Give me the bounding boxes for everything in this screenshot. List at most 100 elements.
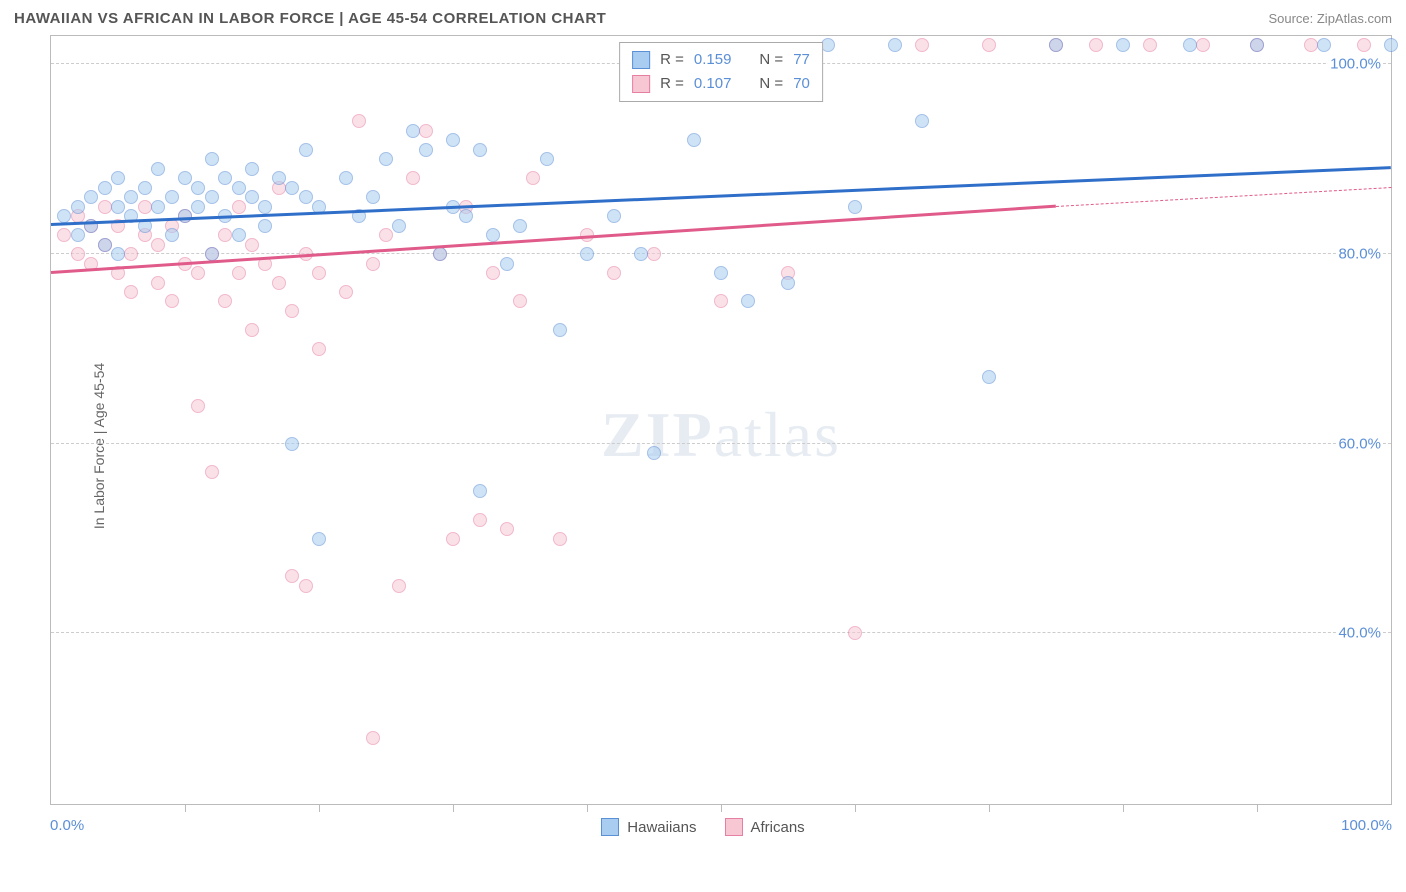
stats-legend: R = 0.159 N = 77 R = 0.107 N = 70 (619, 42, 823, 102)
x-tick (319, 804, 320, 812)
trend-line (1056, 187, 1391, 207)
data-point (982, 370, 996, 384)
data-point (339, 285, 353, 299)
data-point (888, 38, 902, 52)
data-point (366, 257, 380, 271)
data-point (191, 181, 205, 195)
data-point (915, 114, 929, 128)
y-tick-label: 80.0% (1336, 246, 1383, 263)
data-point (312, 532, 326, 546)
data-point (178, 171, 192, 185)
data-point (111, 200, 125, 214)
data-point (138, 200, 152, 214)
data-point (781, 276, 795, 290)
x-tick (1123, 804, 1124, 812)
data-point (57, 209, 71, 223)
data-point (553, 532, 567, 546)
data-point (848, 200, 862, 214)
data-point (111, 171, 125, 185)
x-tick (185, 804, 186, 812)
data-point (392, 219, 406, 233)
data-point (406, 124, 420, 138)
y-tick-label: 60.0% (1336, 435, 1383, 452)
data-point (1196, 38, 1210, 52)
data-point (285, 181, 299, 195)
data-point (580, 247, 594, 261)
data-point (312, 266, 326, 280)
data-point (392, 579, 406, 593)
x-tick (453, 804, 454, 812)
data-point (634, 247, 648, 261)
data-point (1317, 38, 1331, 52)
data-point (513, 294, 527, 308)
data-point (446, 532, 460, 546)
data-point (205, 247, 219, 261)
data-point (312, 342, 326, 356)
data-point (71, 247, 85, 261)
data-point (1143, 38, 1157, 52)
data-point (98, 238, 112, 252)
data-point (741, 294, 755, 308)
data-point (299, 143, 313, 157)
x-tick (721, 804, 722, 812)
data-point (191, 200, 205, 214)
y-tick-label: 100.0% (1328, 56, 1383, 73)
trend-line (51, 204, 1056, 273)
data-point (299, 190, 313, 204)
data-point (71, 200, 85, 214)
data-point (366, 190, 380, 204)
data-point (272, 171, 286, 185)
x-tick (989, 804, 990, 812)
data-point (473, 143, 487, 157)
data-point (473, 513, 487, 527)
data-point (232, 181, 246, 195)
data-point (540, 152, 554, 166)
data-point (366, 731, 380, 745)
data-point (285, 437, 299, 451)
data-point (124, 285, 138, 299)
data-point (1116, 38, 1130, 52)
data-point (607, 266, 621, 280)
chart-area: ZIPatlas R = 0.159 N = 77 R = 0.107 N = … (50, 35, 1392, 805)
data-point (848, 626, 862, 640)
data-point (1357, 38, 1371, 52)
gridline (51, 253, 1391, 254)
data-point (245, 190, 259, 204)
data-point (285, 569, 299, 583)
legend-item-hawaiians: Hawaiians (601, 818, 696, 836)
data-point (419, 143, 433, 157)
stats-row-africans: R = 0.107 N = 70 (632, 72, 810, 96)
data-point (258, 200, 272, 214)
data-point (1183, 38, 1197, 52)
swatch-hawaiians-icon (632, 51, 650, 69)
data-point (526, 171, 540, 185)
data-point (71, 228, 85, 242)
x-tick (1257, 804, 1258, 812)
data-point (607, 209, 621, 223)
gridline (51, 443, 1391, 444)
x-tick (587, 804, 588, 812)
chart-title: HAWAIIAN VS AFRICAN IN LABOR FORCE | AGE… (14, 10, 606, 27)
data-point (982, 38, 996, 52)
data-point (98, 200, 112, 214)
data-point (111, 247, 125, 261)
data-point (205, 465, 219, 479)
data-point (124, 190, 138, 204)
data-point (714, 294, 728, 308)
data-point (151, 200, 165, 214)
data-point (245, 162, 259, 176)
data-point (245, 238, 259, 252)
data-point (1384, 38, 1398, 52)
data-point (165, 190, 179, 204)
data-point (151, 162, 165, 176)
data-point (915, 38, 929, 52)
data-point (446, 133, 460, 147)
data-point (57, 228, 71, 242)
data-point (687, 133, 701, 147)
data-point (151, 276, 165, 290)
data-point (218, 294, 232, 308)
data-point (165, 228, 179, 242)
data-point (258, 219, 272, 233)
x-axis-ticks (51, 804, 1391, 812)
data-point (285, 304, 299, 318)
